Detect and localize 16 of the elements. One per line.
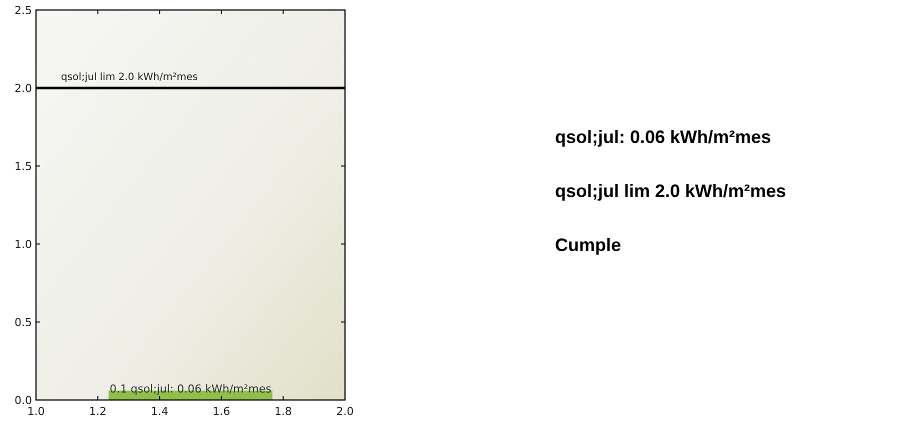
y-tick-label: 1.5 bbox=[14, 160, 32, 173]
y-tick-label: 0.0 bbox=[14, 394, 32, 407]
y-tick-label: 0.5 bbox=[14, 316, 32, 329]
text: qsol;jul: 0.06 kWh/m²mes bbox=[555, 127, 772, 147]
y-tick-label: 2.5 bbox=[14, 4, 32, 17]
x-tick-label: 1.8 bbox=[274, 405, 292, 418]
x-tick-label: 1.6 bbox=[212, 405, 230, 418]
ref-line-label: qsol;jul lim 2.0 kWh/m²mes bbox=[61, 72, 198, 83]
x-tick-label: 1.4 bbox=[150, 405, 168, 418]
x-tick-label: 2.0 bbox=[336, 405, 354, 418]
y-tick-label: 1.0 bbox=[14, 238, 32, 251]
x-tick-label: 1.2 bbox=[89, 405, 107, 418]
text: Cumple bbox=[555, 235, 622, 255]
y-tick-label: 2.0 bbox=[14, 82, 32, 95]
text: qsol;jul lim 2.0 kWh/m²mes bbox=[555, 181, 786, 201]
x-tick-label: 1.0 bbox=[27, 405, 45, 418]
